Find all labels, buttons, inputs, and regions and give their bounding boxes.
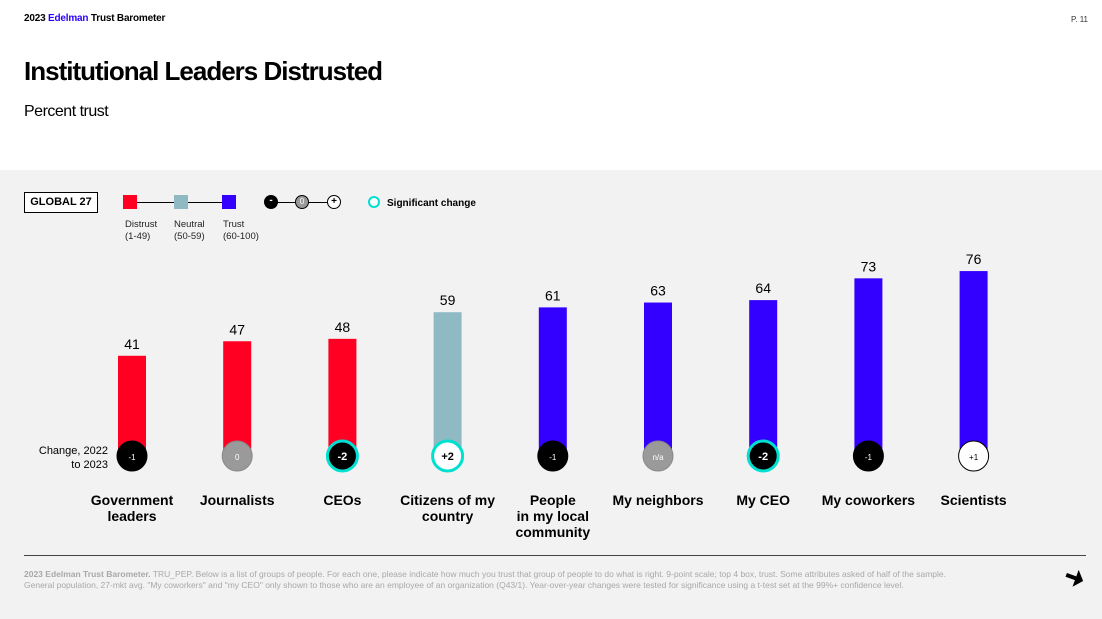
category-label-line: Citizens of my <box>400 492 496 508</box>
legend-trust-swatch <box>222 195 236 209</box>
change-value-label: -1 <box>549 453 557 462</box>
category-label-line: CEOs <box>323 492 362 508</box>
category-label-line: Journalists <box>199 492 275 508</box>
change-value-label: +2 <box>441 451 454 463</box>
category-label-line: leaders <box>107 508 157 524</box>
change-value-label: n/a <box>652 453 664 462</box>
category-label: My coworkers <box>808 492 928 508</box>
significant-change-label: Significant change <box>387 198 476 209</box>
change-circle-6 <box>746 439 780 473</box>
bar-value-label: 47 <box>229 321 245 337</box>
category-label: Scientists <box>914 492 1034 508</box>
global-badge: GLOBAL 27 <box>24 192 98 213</box>
change-circle-5 <box>642 440 674 472</box>
change-value-label: 0 <box>235 453 240 462</box>
bar-1 <box>223 341 252 455</box>
category-label-line: Government <box>90 492 174 508</box>
legend-distrust-label: Distrust (1-49) <box>125 219 158 242</box>
category-label: My neighbors <box>598 492 718 508</box>
significant-change-icon <box>368 196 380 208</box>
brand-logo-text: 2023 Edelman Trust Barometer <box>24 13 166 24</box>
page-number: P. 11 <box>1070 15 1088 24</box>
bar-value-label: 59 <box>440 292 456 308</box>
category-label-line: People <box>529 492 576 508</box>
bar-8 <box>959 271 988 455</box>
category-label-line: in my local <box>516 508 589 524</box>
category-label: My CEO <box>703 492 823 508</box>
footnote: 2023 Edelman Trust Barometer. TRU_PEP. B… <box>24 569 946 590</box>
bar-5 <box>644 302 672 455</box>
category-label-line: Scientists <box>940 492 1007 508</box>
page-title: Institutional Leaders Distrusted <box>24 56 383 86</box>
category-label: Journalists <box>177 492 297 508</box>
page-subtitle: Percent trust <box>24 103 109 120</box>
change-value-label: -1 <box>865 453 873 462</box>
category-label-line: My CEO <box>736 492 791 508</box>
bar-value-label: 64 <box>755 280 771 296</box>
legend-neutral-swatch <box>174 195 188 209</box>
category-label-line: My coworkers <box>821 492 916 508</box>
category-label: CEOs <box>282 492 402 508</box>
category-label: People in my local community <box>493 492 613 540</box>
legend-trust-label: Trust (60-100) <box>223 219 259 242</box>
legend-neutral-label: Neutral (50-59) <box>174 219 205 242</box>
header-band <box>0 0 1102 170</box>
category-label: Citizens of my country <box>388 492 508 524</box>
change-circle-3 <box>431 439 465 473</box>
category-label-line: My neighbors <box>612 492 704 508</box>
bar-7 <box>854 278 883 455</box>
change-circle-8 <box>958 440 990 472</box>
category-label-line: country <box>421 508 474 524</box>
bar-value-label: 73 <box>861 258 877 274</box>
legend-distrust-swatch <box>123 195 137 209</box>
bar-6 <box>749 300 778 455</box>
change-value-label: +1 <box>969 453 979 462</box>
change-plus-icon: + <box>327 195 341 209</box>
bar-4 <box>538 307 567 455</box>
change-value-label: -2 <box>338 451 348 463</box>
bar-2 <box>328 338 357 455</box>
bar-3 <box>433 312 462 455</box>
bar-value-label: 48 <box>335 319 351 335</box>
change-zero-icon: 0 <box>295 195 309 209</box>
change-circle-2 <box>325 439 359 473</box>
bar-value-label: 76 <box>966 251 982 267</box>
footer-divider <box>24 555 1086 556</box>
next-arrow-icon[interactable] <box>1064 566 1086 588</box>
change-circle-0 <box>116 440 148 472</box>
change-value-label: -1 <box>128 453 136 462</box>
category-label: Government leaders <box>72 492 192 524</box>
category-label-line: community <box>515 524 591 540</box>
change-circle-1 <box>221 440 253 472</box>
change-row-label: Change, 2022 to 2023 <box>38 445 108 471</box>
bar-value-label: 63 <box>650 283 666 299</box>
bar-value-label: 41 <box>124 336 140 352</box>
change-value-label: -2 <box>758 451 768 463</box>
change-minus-icon: - <box>264 195 278 209</box>
bar-value-label: 61 <box>545 287 561 303</box>
bar-0 <box>118 355 146 455</box>
change-circle-4 <box>537 440 569 472</box>
change-circle-7 <box>852 440 884 472</box>
